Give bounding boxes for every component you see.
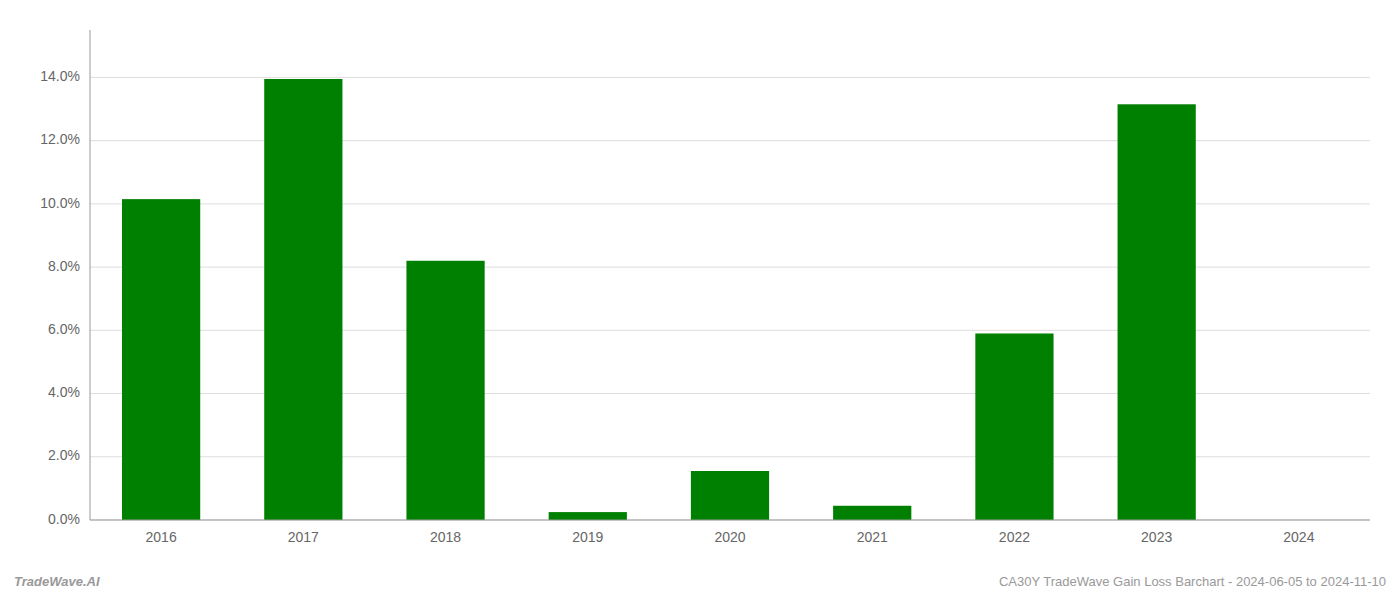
- bar: [691, 471, 769, 520]
- x-tick-label: 2017: [288, 529, 319, 545]
- bar: [833, 506, 911, 520]
- x-tick-label: 2018: [430, 529, 461, 545]
- x-tick-label: 2022: [999, 529, 1030, 545]
- axes: [90, 30, 1370, 520]
- y-tick-label: 14.0%: [40, 68, 80, 84]
- y-tick-label: 8.0%: [48, 258, 80, 274]
- page: {"chart_data": {"type": "bar", "categori…: [0, 0, 1400, 600]
- y-tick-label: 10.0%: [40, 195, 80, 211]
- footer: TradeWave.AI CA30Y TradeWave Gain Loss Ba…: [14, 574, 1386, 589]
- x-tick-label: 2019: [572, 529, 603, 545]
- bars: [122, 79, 1196, 520]
- bar: [975, 333, 1053, 520]
- grid: [90, 77, 1370, 520]
- x-tick-label: 2024: [1283, 529, 1314, 545]
- y-tick-label: 2.0%: [48, 447, 80, 463]
- x-tick-label: 2016: [146, 529, 177, 545]
- bar: [122, 199, 200, 520]
- x-tick-label: 2020: [714, 529, 745, 545]
- footer-right: CA30Y TradeWave Gain Loss Barchart - 202…: [999, 574, 1386, 589]
- y-axis-line: [90, 30, 91, 520]
- y-tick-label: 0.0%: [48, 511, 80, 527]
- bar: [549, 512, 627, 520]
- bar: [1118, 104, 1196, 520]
- footer-left: TradeWave.AI: [14, 574, 100, 589]
- chart: 0.0%2.0%4.0%6.0%8.0%10.0%12.0%14.0%20162…: [0, 0, 1400, 600]
- bar: [406, 261, 484, 520]
- y-tick-label: 12.0%: [40, 131, 80, 147]
- x-tick-label: 2021: [857, 529, 888, 545]
- x-tick-label: 2023: [1141, 529, 1172, 545]
- bar: [264, 79, 342, 520]
- y-tick-label: 6.0%: [48, 321, 80, 337]
- grid-line: [90, 77, 1370, 78]
- grid-line: [90, 520, 1370, 521]
- x-axis-line: [90, 520, 1370, 521]
- x-axis: 2016 2017 2018 2019 2020 2021 2022 2023 2024: [146, 529, 1315, 545]
- y-tick-label: 4.0%: [48, 384, 80, 400]
- y-axis: 0.0% 2.0% 4.0% 6.0% 8.0% 10.0% 12.0% 14.0%: [40, 68, 80, 527]
